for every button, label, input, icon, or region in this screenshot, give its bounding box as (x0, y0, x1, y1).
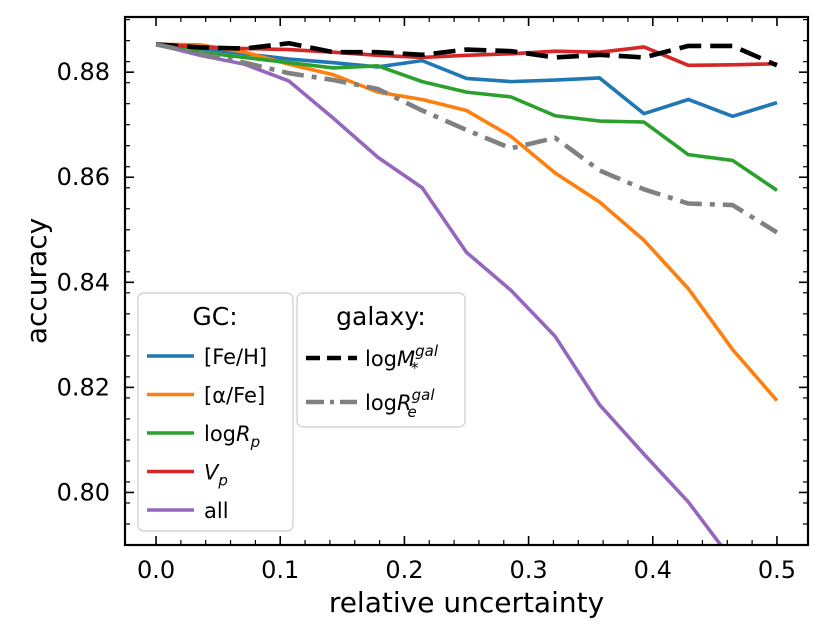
series-layer (155, 40, 779, 545)
galaxy-legend-title: galaxy: (336, 302, 426, 331)
series-line-1 (156, 42, 779, 402)
x-tick-label: 0.4 (634, 556, 672, 584)
x-tick-label: 0.1 (261, 556, 299, 584)
series-line-4 (155, 42, 724, 545)
y-tick-label: 0.88 (57, 58, 110, 86)
x-tick-label: 0.2 (385, 556, 423, 584)
gc-legend-title: GC: (192, 302, 237, 331)
legend-label: logRp (204, 422, 260, 451)
x-axis-title: relative uncertainty (329, 586, 604, 619)
plot-frame (123, 15, 810, 547)
series-line-6 (155, 42, 779, 235)
legend-label: [α/Fe] (204, 384, 265, 408)
y-tick-label: 0.84 (57, 268, 110, 296)
legend-label: all (204, 499, 229, 523)
y-tick-label: 0.86 (57, 163, 110, 191)
y-tick-label: 0.82 (57, 373, 110, 401)
legend-label: logMgal * (365, 342, 439, 377)
gc-legend: GC: [Fe/H] [α/Fe] logRp Vp all (137, 292, 294, 532)
series-line-2 (155, 42, 778, 192)
series-line-5 (155, 40, 778, 68)
x-tick-label: 0.5 (758, 556, 796, 584)
x-tick-label: 0.0 (137, 556, 175, 584)
legend-label: logRgal e (365, 386, 435, 421)
ticks-layer: 0.0 0.1 0.2 0.3 0.4 0.5 0.80 0.82 0.84 0.86 0.88 (57, 17, 808, 584)
y-tick-label: 0.80 (57, 478, 110, 506)
x-tick-label: 0.3 (510, 556, 548, 584)
y-axis-title: accuracy (20, 218, 53, 344)
galaxy-legend-frame (296, 292, 466, 428)
legend-label: [Fe/H] (204, 345, 267, 369)
galaxy-legend: galaxy: logMgal * logRgal e (296, 292, 466, 428)
legend-label: Vp (204, 461, 228, 490)
